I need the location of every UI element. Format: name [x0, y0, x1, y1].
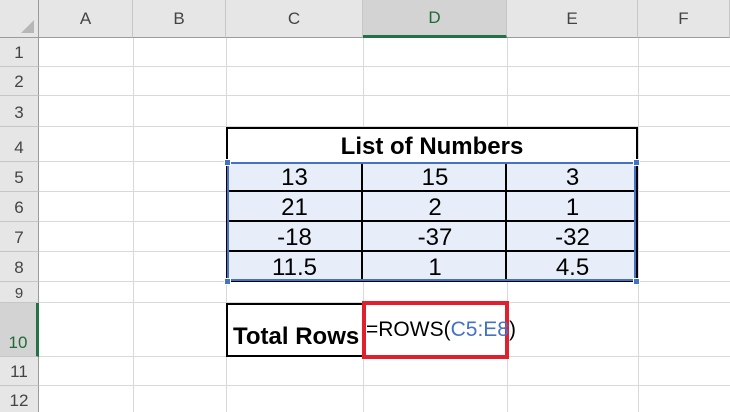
- cell-c8[interactable]: 11.5: [272, 254, 317, 281]
- cell-d7[interactable]: -37: [417, 224, 453, 251]
- select-all-corner[interactable]: [0, 0, 39, 38]
- column-header-a[interactable]: A: [39, 0, 133, 38]
- column-header-f[interactable]: F: [638, 0, 730, 38]
- range-handle-bottom-right[interactable]: [633, 278, 640, 285]
- gridline: [39, 95, 730, 96]
- range-handle-top-right[interactable]: [633, 159, 640, 166]
- number-range-c5-e8: [226, 162, 638, 282]
- cell-c7[interactable]: -18: [277, 224, 312, 251]
- gridline: [39, 126, 730, 127]
- cell-e5[interactable]: 3: [565, 164, 580, 191]
- formula-range-reference: C5:E8: [450, 318, 509, 341]
- column-header-c[interactable]: C: [226, 0, 363, 38]
- row-header-10[interactable]: 10: [0, 303, 39, 357]
- cell-c6[interactable]: 21: [281, 194, 308, 221]
- column-header-d[interactable]: D: [363, 0, 507, 38]
- gridline: [638, 38, 639, 412]
- cell-e8[interactable]: 4.5: [555, 254, 590, 281]
- table-title-cell[interactable]: List of Numbers: [226, 127, 638, 162]
- row-header-11[interactable]: 11: [0, 357, 39, 386]
- row-header-12[interactable]: 12: [0, 386, 39, 412]
- cell-e6[interactable]: 1: [565, 194, 580, 221]
- row-header-8[interactable]: 8: [0, 252, 39, 282]
- row-header-7[interactable]: 7: [0, 222, 39, 252]
- formula-close-paren: ): [508, 318, 516, 341]
- table-border: [226, 250, 638, 252]
- formula-edit-cell-d10[interactable]: =ROWS(C5:E8): [362, 301, 516, 359]
- range-handle-bottom-left[interactable]: [224, 278, 231, 285]
- total-rows-label-cell[interactable]: Total Rows: [226, 303, 364, 357]
- table-border: [226, 190, 638, 192]
- cell-d6[interactable]: 2: [428, 194, 442, 221]
- table-border: [505, 162, 507, 282]
- table-border: [226, 220, 638, 222]
- range-handle-top-left[interactable]: [224, 159, 231, 166]
- gridline: [133, 38, 134, 412]
- row-header-3[interactable]: 3: [0, 96, 39, 127]
- row-header-4[interactable]: 4: [0, 127, 39, 162]
- row-header-9[interactable]: 9: [0, 282, 39, 303]
- cell-e7[interactable]: -32: [555, 224, 590, 251]
- select-all-triangle-icon: [21, 20, 34, 33]
- table-border: [361, 162, 363, 282]
- row-header-6[interactable]: 6: [0, 192, 39, 222]
- gridline: [39, 66, 730, 67]
- cell-d5[interactable]: 15: [421, 164, 449, 191]
- column-header-e[interactable]: E: [507, 0, 638, 38]
- column-header-b[interactable]: B: [133, 0, 226, 38]
- row-header-1[interactable]: 1: [0, 38, 39, 67]
- cell-d8[interactable]: 1: [428, 254, 442, 281]
- cell-c5[interactable]: 13: [281, 164, 308, 191]
- gridline: [39, 385, 730, 386]
- row-header-5[interactable]: 5: [0, 162, 39, 192]
- formula-function: =ROWS(: [366, 318, 451, 341]
- row-header-2[interactable]: 2: [0, 67, 39, 96]
